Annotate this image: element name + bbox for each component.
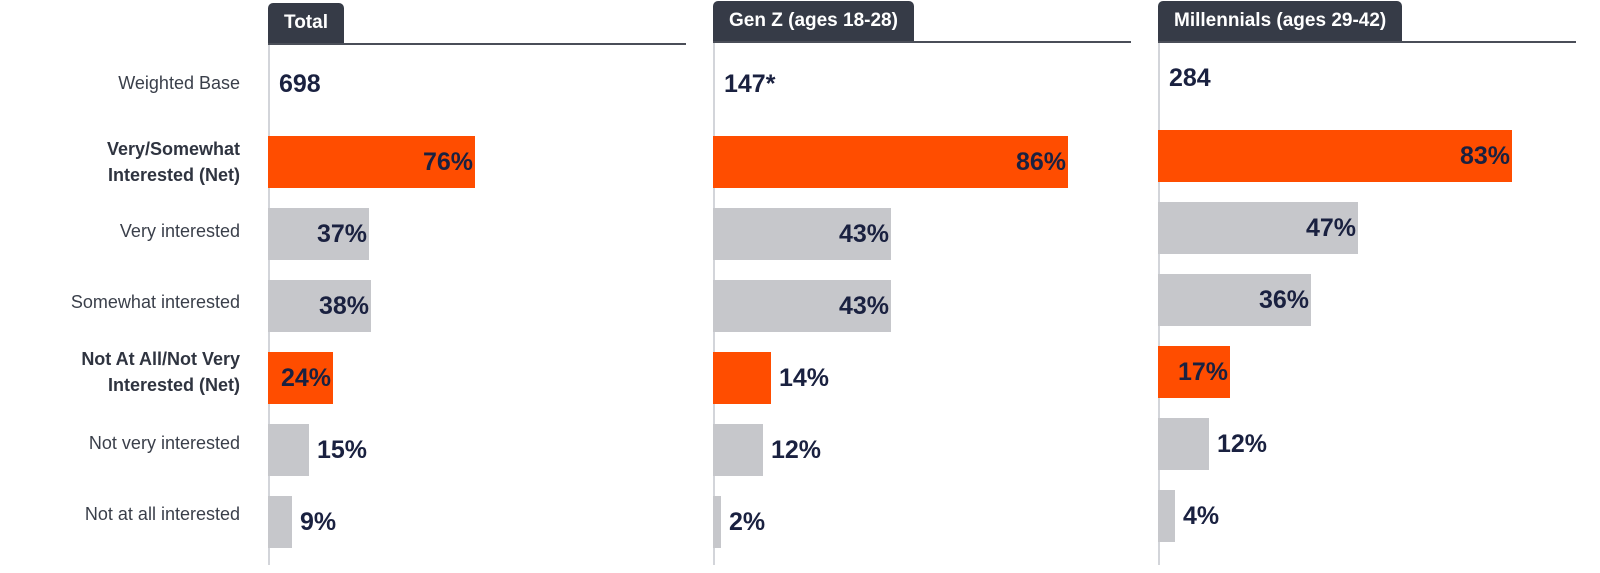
panel-tab: Total bbox=[268, 3, 344, 43]
bar-value-label: 43% bbox=[839, 292, 890, 320]
bar-value-label: 38% bbox=[319, 292, 370, 320]
row-label: Not at all interested bbox=[84, 504, 240, 524]
bar bbox=[1158, 490, 1175, 542]
bar-value-label: 2% bbox=[729, 508, 766, 536]
bar bbox=[1158, 274, 1311, 326]
bar bbox=[713, 352, 771, 404]
panel-divider bbox=[1158, 41, 1576, 43]
bar-value-label: 9% bbox=[300, 508, 337, 536]
bar-value-label: 36% bbox=[1259, 286, 1310, 314]
bar-value-label: 15% bbox=[317, 436, 368, 464]
panel-tab: Millennials (ages 29-42) bbox=[1158, 1, 1403, 41]
bar-value-label: 12% bbox=[1217, 430, 1268, 458]
bar bbox=[713, 280, 891, 332]
bar bbox=[268, 496, 292, 548]
bar bbox=[1158, 418, 1209, 470]
weighted-base-value: 147* bbox=[724, 70, 776, 98]
bar bbox=[268, 352, 333, 404]
panel-divider bbox=[713, 41, 1131, 43]
bar-value-label: 12% bbox=[771, 436, 822, 464]
row-label: Weighted Base bbox=[118, 73, 240, 93]
bar bbox=[268, 280, 371, 332]
bar-value-label: 37% bbox=[317, 220, 368, 248]
panel-tab: Gen Z (ages 18-28) bbox=[713, 1, 914, 41]
bar-value-label: 47% bbox=[1306, 214, 1357, 242]
bar bbox=[268, 424, 309, 476]
bar-value-label: 4% bbox=[1183, 502, 1220, 530]
bar-value-label: 76% bbox=[423, 148, 474, 176]
weighted-base-value: 284 bbox=[1169, 64, 1211, 92]
bar bbox=[713, 136, 1068, 188]
bar-value-label: 83% bbox=[1460, 142, 1511, 170]
bar-value-label: 24% bbox=[281, 364, 332, 392]
bar bbox=[268, 208, 369, 260]
row-label: Very/Somewhat Interested (Net) bbox=[106, 139, 240, 185]
weighted-base-value: 698 bbox=[279, 70, 321, 98]
bar bbox=[268, 136, 475, 188]
bar-value-label: 14% bbox=[779, 364, 830, 392]
row-label: Not At All/Not Very Interested (Net) bbox=[81, 349, 240, 395]
bar bbox=[1158, 130, 1512, 182]
row-label: Somewhat interested bbox=[70, 292, 240, 312]
bar bbox=[713, 496, 721, 548]
bar-value-label: 17% bbox=[1178, 358, 1229, 386]
bar bbox=[713, 208, 891, 260]
row-label: Not very interested bbox=[88, 433, 240, 453]
bar-value-label: 86% bbox=[1016, 148, 1067, 176]
row-label: Very interested bbox=[119, 221, 240, 241]
bar bbox=[713, 424, 763, 476]
bar bbox=[1158, 346, 1230, 398]
bar-value-label: 43% bbox=[839, 220, 890, 248]
panel-divider bbox=[268, 43, 686, 45]
bar bbox=[1158, 202, 1358, 254]
